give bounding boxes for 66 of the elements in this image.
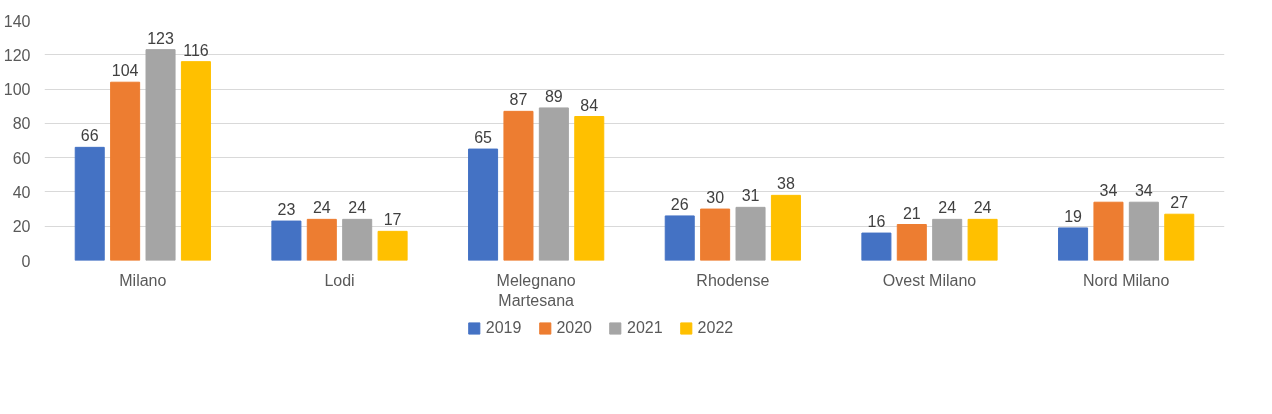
x-tick-label: Rhodense — [696, 271, 770, 289]
data-label: 31 — [741, 187, 760, 205]
bar — [735, 206, 766, 261]
bar — [1093, 201, 1124, 261]
legend-label: 2021 — [626, 319, 663, 337]
x-tick-label: Milano — [119, 271, 167, 289]
bar — [664, 215, 695, 261]
bar — [896, 224, 927, 261]
bar — [700, 208, 731, 261]
data-label: 30 — [706, 189, 725, 207]
bar — [306, 218, 337, 261]
data-label: 34 — [1134, 182, 1153, 200]
data-label: 66 — [80, 127, 99, 145]
data-label: 116 — [183, 41, 209, 59]
bar — [110, 81, 141, 261]
data-label: 34 — [1099, 182, 1118, 200]
y-tick-label: 40 — [12, 183, 31, 201]
data-label: 87 — [509, 91, 528, 109]
bar — [271, 220, 302, 261]
data-label: 27 — [1170, 194, 1189, 212]
y-tick-label: 120 — [3, 46, 31, 64]
data-label: 24 — [312, 199, 331, 217]
y-tick-label: 80 — [12, 115, 31, 133]
x-tick-label: Melegnano Martesana — [496, 271, 576, 309]
bar — [932, 218, 963, 261]
bar — [967, 218, 998, 261]
y-tick-label: 0 — [21, 252, 31, 270]
bar — [1164, 213, 1195, 261]
legend-label: 2019 — [485, 319, 522, 337]
legend-label: 2020 — [556, 319, 592, 337]
data-label: 123 — [147, 29, 174, 47]
x-tick-label: Nord Milano — [1083, 271, 1170, 289]
bar — [342, 218, 373, 261]
bar — [503, 110, 534, 261]
y-tick-label: 100 — [3, 81, 31, 99]
x-tick-label: Ovest Milano — [882, 271, 977, 289]
data-label: 38 — [777, 175, 795, 193]
data-label: 16 — [867, 213, 886, 231]
bar — [377, 230, 408, 261]
x-tick-label: Lodi — [324, 271, 355, 289]
data-label: 19 — [1064, 207, 1083, 225]
data-label: 21 — [902, 204, 921, 222]
bar — [1128, 201, 1159, 261]
bar — [861, 232, 892, 261]
bar — [1058, 227, 1089, 261]
legend-label: 2022 — [697, 319, 734, 337]
data-label: 17 — [383, 211, 402, 229]
data-label: 89 — [544, 87, 563, 105]
bar — [74, 146, 105, 261]
bar — [538, 107, 569, 261]
data-label: 104 — [111, 62, 139, 80]
data-label: 84 — [580, 96, 599, 114]
data-label: 65 — [474, 129, 493, 147]
data-label: 23 — [277, 201, 296, 219]
bar — [574, 116, 605, 261]
bar — [468, 148, 499, 261]
data-label: 24 — [938, 199, 957, 217]
y-tick-label: 20 — [12, 218, 31, 236]
bar — [145, 49, 176, 261]
data-label: 26 — [670, 195, 689, 213]
data-label: 24 — [973, 199, 992, 217]
bar — [770, 194, 801, 261]
data-label: 24 — [348, 199, 367, 217]
y-tick-label: 140 — [3, 12, 31, 30]
y-tick-label: 60 — [12, 149, 31, 167]
bar — [180, 61, 211, 261]
